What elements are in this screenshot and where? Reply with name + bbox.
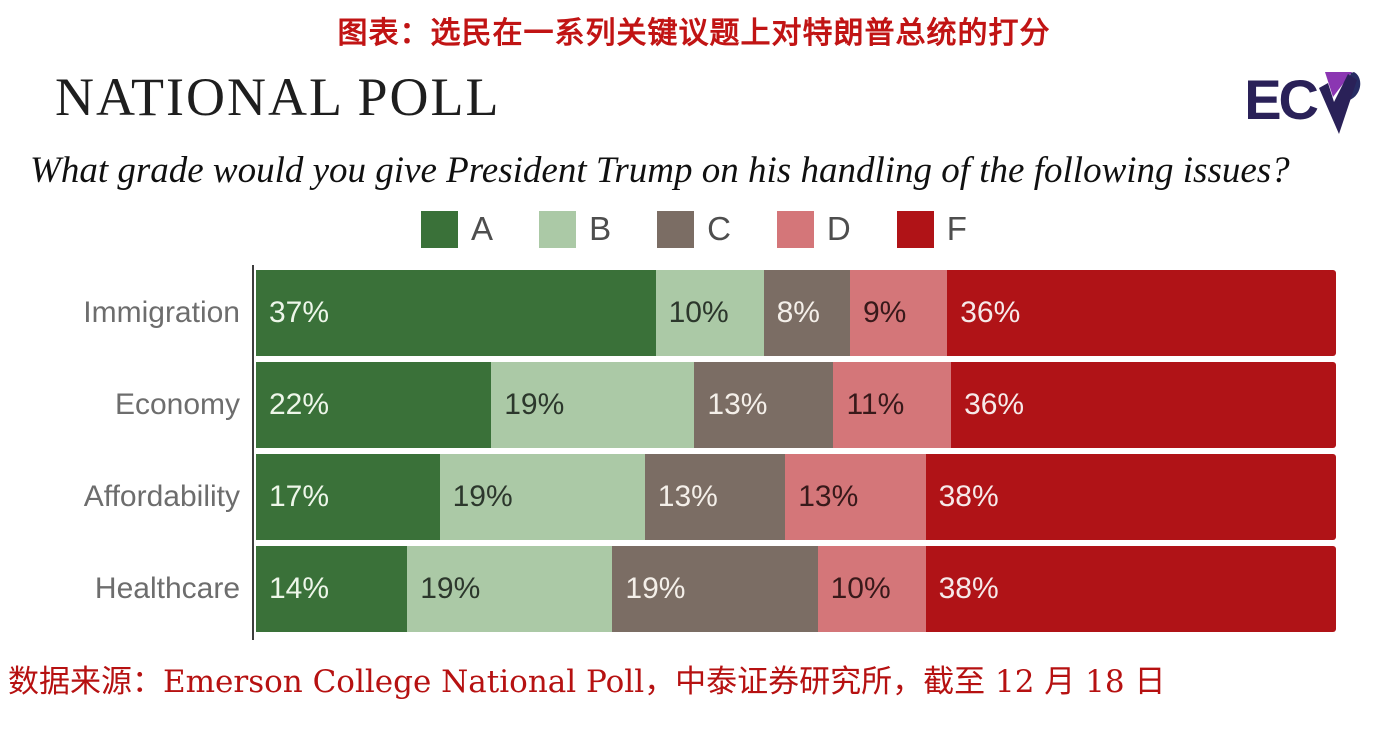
ecp-logo-text: EC <box>1244 68 1319 131</box>
chart: Immigration 37% 10% 8% 9% 36% Economy 22% 19% 13%… <box>0 265 1388 640</box>
bar-segment-F: 38% <box>925 546 1336 632</box>
legend-label-F: F <box>946 210 967 247</box>
bar-segment-B: 10% <box>655 270 764 356</box>
value-label: 9% <box>863 296 907 329</box>
value-label: 10% <box>830 572 891 605</box>
bar-segment-D: 10% <box>817 546 926 632</box>
bar-row-economy: Economy 22% 19% 13% 11% 36% <box>0 362 1388 448</box>
bar-row-affordability: Affordability 17% 19% 13% 13% 38% <box>0 454 1388 540</box>
value-label: 36% <box>960 296 1021 329</box>
y-axis-line <box>252 265 254 640</box>
value-label: 11% <box>846 388 905 421</box>
poll-title: NATIONAL POLL <box>55 67 501 127</box>
legend-label-B: B <box>589 210 612 247</box>
bar-segment-D: 13% <box>785 454 926 540</box>
ecp-logo-p-icon <box>1318 72 1362 139</box>
legend-item-D: D <box>776 210 851 248</box>
bar-segment-F: 38% <box>925 454 1336 540</box>
category-label: Economy <box>114 388 240 421</box>
legend-swatch-C <box>657 210 695 248</box>
bar-segment-B: 19% <box>439 454 645 540</box>
legend-label-A: A <box>471 210 494 247</box>
legend-swatch-D <box>776 210 814 248</box>
page-title: 图表：选民在一系列关键议题上对特朗普总统的打分 <box>337 16 1051 51</box>
stacked-bar: 37% 10% 8% 9% 36% <box>256 270 1336 356</box>
value-label: 10% <box>668 296 729 329</box>
bar-segment-C: 13% <box>694 362 834 448</box>
source-note: 数据来源：Emerson College National Poll，中泰证券研… <box>8 664 1166 700</box>
bar-segment-A: 14% <box>256 546 408 632</box>
category-label: Immigration <box>83 296 240 329</box>
value-label: 8% <box>776 296 820 329</box>
legend-label-D: D <box>826 210 851 247</box>
value-label: 19% <box>504 388 565 421</box>
legend-swatch-B <box>539 210 577 248</box>
legend-item-B: B <box>539 210 611 248</box>
bar-segment-A: 37% <box>256 270 656 356</box>
bar-row-immigration: Immigration 37% 10% 8% 9% 36% <box>0 270 1388 356</box>
bar-segment-A: 22% <box>256 362 492 448</box>
value-label: 13% <box>798 480 859 513</box>
value-label: 36% <box>964 388 1025 421</box>
value-label: 13% <box>707 388 768 421</box>
bar-segment-B: 19% <box>407 546 613 632</box>
bar-segment-C: 13% <box>644 454 786 540</box>
bar-segment-B: 19% <box>491 362 695 448</box>
category-label: Affordability <box>83 480 240 513</box>
value-label: 38% <box>938 480 999 513</box>
stacked-bar: 14% 19% 19% 10% 38% <box>256 546 1336 632</box>
bar-segment-D: 11% <box>833 362 952 448</box>
stacked-bar: 22% 19% 13% 11% 36% <box>256 362 1336 448</box>
value-label: 37% <box>269 296 330 329</box>
bar-row-healthcare: Healthcare 14% 19% 19% 10% 38% <box>0 546 1388 632</box>
bar-segment-C: 8% <box>763 270 850 356</box>
value-label: 19% <box>420 572 481 605</box>
poll-subtitle: What grade would you give President Trum… <box>30 150 1290 191</box>
bar-segment-F: 36% <box>951 362 1336 448</box>
stacked-bar: 17% 19% 13% 13% 38% <box>256 454 1336 540</box>
bar-segment-F: 36% <box>947 270 1336 356</box>
value-label: 17% <box>269 480 330 513</box>
value-label: 14% <box>269 572 330 605</box>
value-label: 19% <box>625 572 686 605</box>
legend-swatch-A <box>421 210 459 248</box>
bar-segment-A: 17% <box>256 454 440 540</box>
chart-rows: Immigration 37% 10% 8% 9% 36% Economy 22% 19% 13%… <box>0 270 1388 632</box>
legend-swatch-F <box>896 210 934 248</box>
value-label: 13% <box>657 480 718 513</box>
legend-item-F: F <box>896 210 967 248</box>
bar-segment-C: 19% <box>612 546 818 632</box>
value-label: 38% <box>938 572 999 605</box>
value-label: 19% <box>452 480 513 513</box>
legend-label-C: C <box>707 210 731 247</box>
legend-item-A: A <box>421 210 493 248</box>
bar-segment-D: 9% <box>850 270 948 356</box>
ecp-logo: EC <box>1244 72 1362 139</box>
poll-header: NATIONAL POLL EC <box>0 52 1388 139</box>
value-label: 22% <box>269 388 330 421</box>
legend-item-C: C <box>657 210 731 248</box>
category-label: Healthcare <box>94 572 240 605</box>
